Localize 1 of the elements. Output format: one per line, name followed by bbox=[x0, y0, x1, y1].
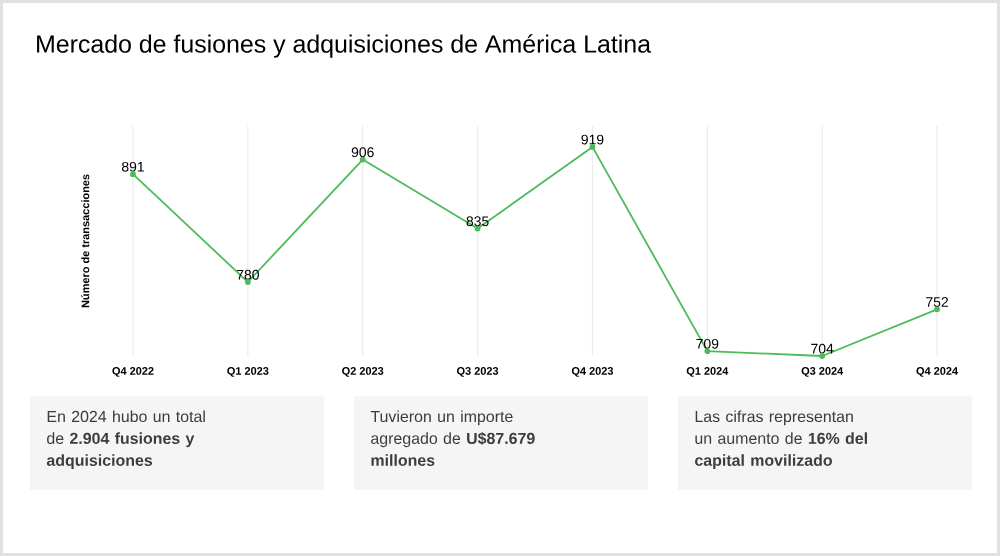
chart-title: Mercado de fusiones y adquisiciones de América Latina bbox=[37, 34, 652, 58]
